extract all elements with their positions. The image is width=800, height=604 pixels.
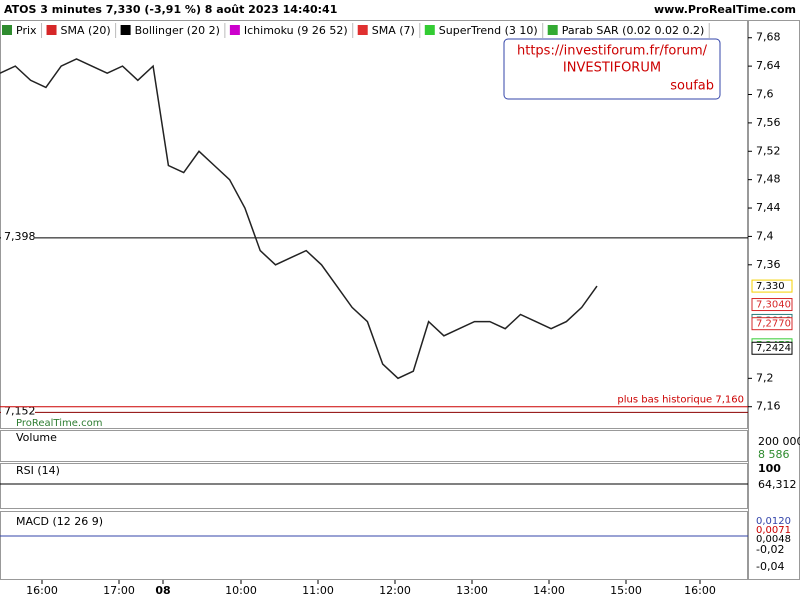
x-tick-label: 13:00 [456, 584, 488, 597]
panel-label: 100 [758, 462, 781, 475]
y-tick-label: 7,44 [756, 201, 781, 214]
price-tag [751, 279, 793, 293]
annotation-line: soufab [670, 79, 714, 94]
y-tick-label: 7,6 [756, 88, 774, 101]
panel-label: -0,02 [756, 543, 784, 556]
legend-entry: Bollinger (20 2) [135, 24, 220, 37]
annotation-line: https://investiforum.fr/forum/ [517, 44, 708, 59]
price-tag [751, 298, 793, 312]
panel-title: Volume [16, 431, 57, 444]
legend-swatch [229, 25, 240, 35]
price-tag-label: 7,2424 [756, 343, 791, 354]
low-label: plus bas historique 7,160 [617, 395, 744, 406]
x-tick-label: 16:00 [26, 584, 58, 597]
legend-entry: SMA (7) [372, 24, 415, 37]
y-tick-label: 7,16 [756, 400, 781, 413]
price-tag-label: 7,3040 [756, 300, 791, 311]
y-tick-label: 7,68 [756, 31, 781, 44]
y-tick-label: 7,4 [756, 229, 774, 242]
x-tick-label: 16:00 [684, 584, 716, 597]
legend-entry: Ichimoku (9 26 52) [244, 24, 348, 37]
legend-entry: SMA (20) [61, 24, 111, 37]
legend-swatch [46, 25, 57, 35]
legend-swatch [547, 25, 558, 35]
header-site: www.ProRealTime.com [654, 3, 796, 16]
legend-swatch [424, 25, 435, 35]
x-tick-label: 08 [155, 584, 170, 597]
panel-label: 0,0120 [756, 516, 791, 527]
legend-swatch [357, 25, 368, 35]
legend-entry: Parab SAR (0.02 0.02 0.2) [562, 24, 705, 37]
price-tag-label: 7,330 [756, 281, 785, 292]
panel-title: MACD (12 26 9) [16, 515, 103, 528]
legend-entry: SuperTrend (3 10) [439, 24, 538, 37]
x-tick-label: 17:00 [103, 584, 135, 597]
price-tag [751, 341, 793, 355]
price-tag [751, 317, 793, 331]
panel-label: 200 000 [758, 435, 800, 448]
x-tick-label: 10:00 [225, 584, 257, 597]
x-tick-label: 12:00 [379, 584, 411, 597]
panel-title: RSI (14) [16, 464, 60, 477]
y-tick-label: 7,48 [756, 173, 781, 186]
y-tick-label: 7,64 [756, 59, 781, 72]
macd-panel [0, 511, 748, 580]
x-tick-label: 14:00 [533, 584, 565, 597]
panel-label: 8 586 [758, 448, 790, 461]
price-tag-label: 7,2770 [756, 319, 791, 330]
price-line [0, 58, 598, 380]
panel-label: -0,04 [756, 560, 784, 573]
y-tick-label: 7,36 [756, 258, 781, 271]
panel-label: 64,312 [758, 478, 797, 491]
level-tag-bg [1, 229, 35, 244]
rsi-panel [0, 463, 748, 509]
panel-label: 0,0071 [756, 525, 791, 536]
y-tick-label: 7,2 [756, 371, 774, 384]
legend-swatch [120, 25, 131, 35]
level-tag-bg [1, 404, 35, 419]
x-tick-label: 15:00 [610, 584, 642, 597]
header-title: ATOS 3 minutes 7,330 (-3,91 %) 8 août 20… [4, 3, 337, 16]
level-tag: 7,152 [4, 404, 36, 417]
x-tick-label: 11:00 [302, 584, 334, 597]
y-tick-label: 7,56 [756, 116, 781, 129]
legend-swatch [2, 25, 12, 35]
watermark: ProRealTime.com [16, 418, 102, 429]
volume-panel [0, 430, 748, 462]
legend-entry: Prix [16, 24, 37, 37]
annotation-line: INVESTIFORUM [563, 61, 661, 76]
level-tag: 7,398 [4, 230, 36, 243]
price-panel [0, 20, 748, 429]
y-tick-label: 7,52 [756, 144, 781, 157]
panel-label: 0,0048 [756, 534, 791, 545]
annotation-box [503, 38, 721, 100]
